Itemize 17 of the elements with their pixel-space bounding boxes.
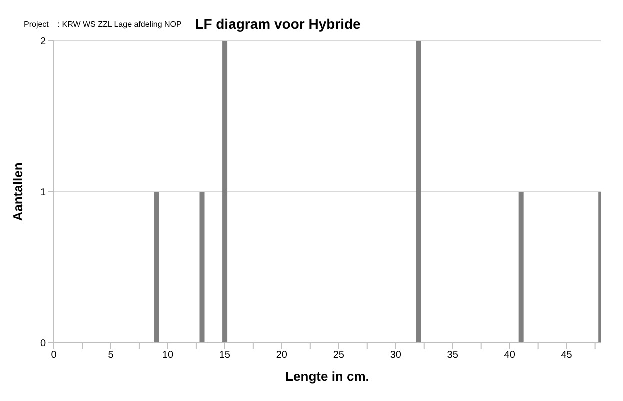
x-axis-title: Lengte in cm. bbox=[286, 369, 370, 384]
y-tick-label: 1 bbox=[40, 188, 46, 199]
x-tick-label: 25 bbox=[333, 350, 345, 362]
x-tick-label: 35 bbox=[447, 350, 459, 362]
x-tick-label: 5 bbox=[108, 350, 114, 362]
x-tick-label: 45 bbox=[561, 350, 573, 362]
x-tick-label: 20 bbox=[276, 350, 288, 362]
y-tick-label: 2 bbox=[40, 36, 46, 48]
y-tick-label: 0 bbox=[40, 338, 46, 350]
text: Project : KRW WS ZZL Lage afdeling NOP bbox=[24, 20, 182, 29]
chart-title: LF diagram voor Hybride bbox=[195, 16, 361, 32]
x-tick-label: 15 bbox=[219, 350, 231, 362]
x-tick-label: 10 bbox=[162, 350, 174, 362]
x-tick-label: 40 bbox=[504, 350, 516, 362]
y-axis-title: Aantallen bbox=[10, 162, 26, 222]
x-tick-label: 30 bbox=[390, 350, 402, 362]
x-tick-label: 0 bbox=[51, 350, 58, 362]
